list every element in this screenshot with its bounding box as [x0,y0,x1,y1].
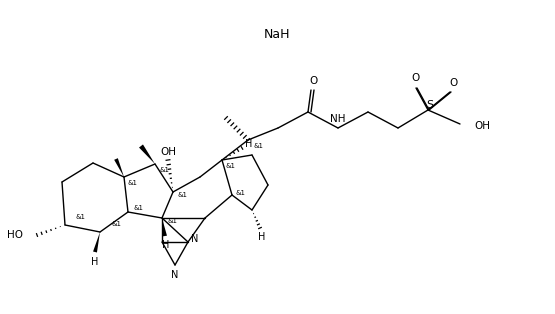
Text: &1: &1 [133,205,143,211]
Text: O: O [450,78,458,88]
Text: N: N [171,270,179,280]
Text: &1: &1 [225,163,235,169]
Text: O: O [411,73,419,83]
Text: N: N [191,234,199,244]
Text: NH: NH [330,114,346,124]
Text: H: H [162,240,170,250]
Polygon shape [114,158,124,177]
Text: S: S [426,100,433,110]
Text: H: H [92,257,99,267]
Text: &1: &1 [167,218,177,224]
Text: &1: &1 [128,180,138,186]
Text: NaH: NaH [264,29,290,41]
Text: HO: HO [7,230,23,240]
Text: &1: &1 [160,167,170,173]
Text: &1: &1 [75,214,85,220]
Polygon shape [93,232,100,252]
Text: &1: &1 [112,221,122,227]
Text: H: H [258,232,266,242]
Text: &1: &1 [236,190,246,196]
Polygon shape [162,218,167,236]
Text: O: O [309,76,317,86]
Text: OH: OH [474,121,490,131]
Polygon shape [139,144,155,164]
Text: H: H [245,139,253,149]
Text: &1: &1 [253,143,263,149]
Text: &1: &1 [178,192,188,198]
Text: OH: OH [160,147,176,157]
